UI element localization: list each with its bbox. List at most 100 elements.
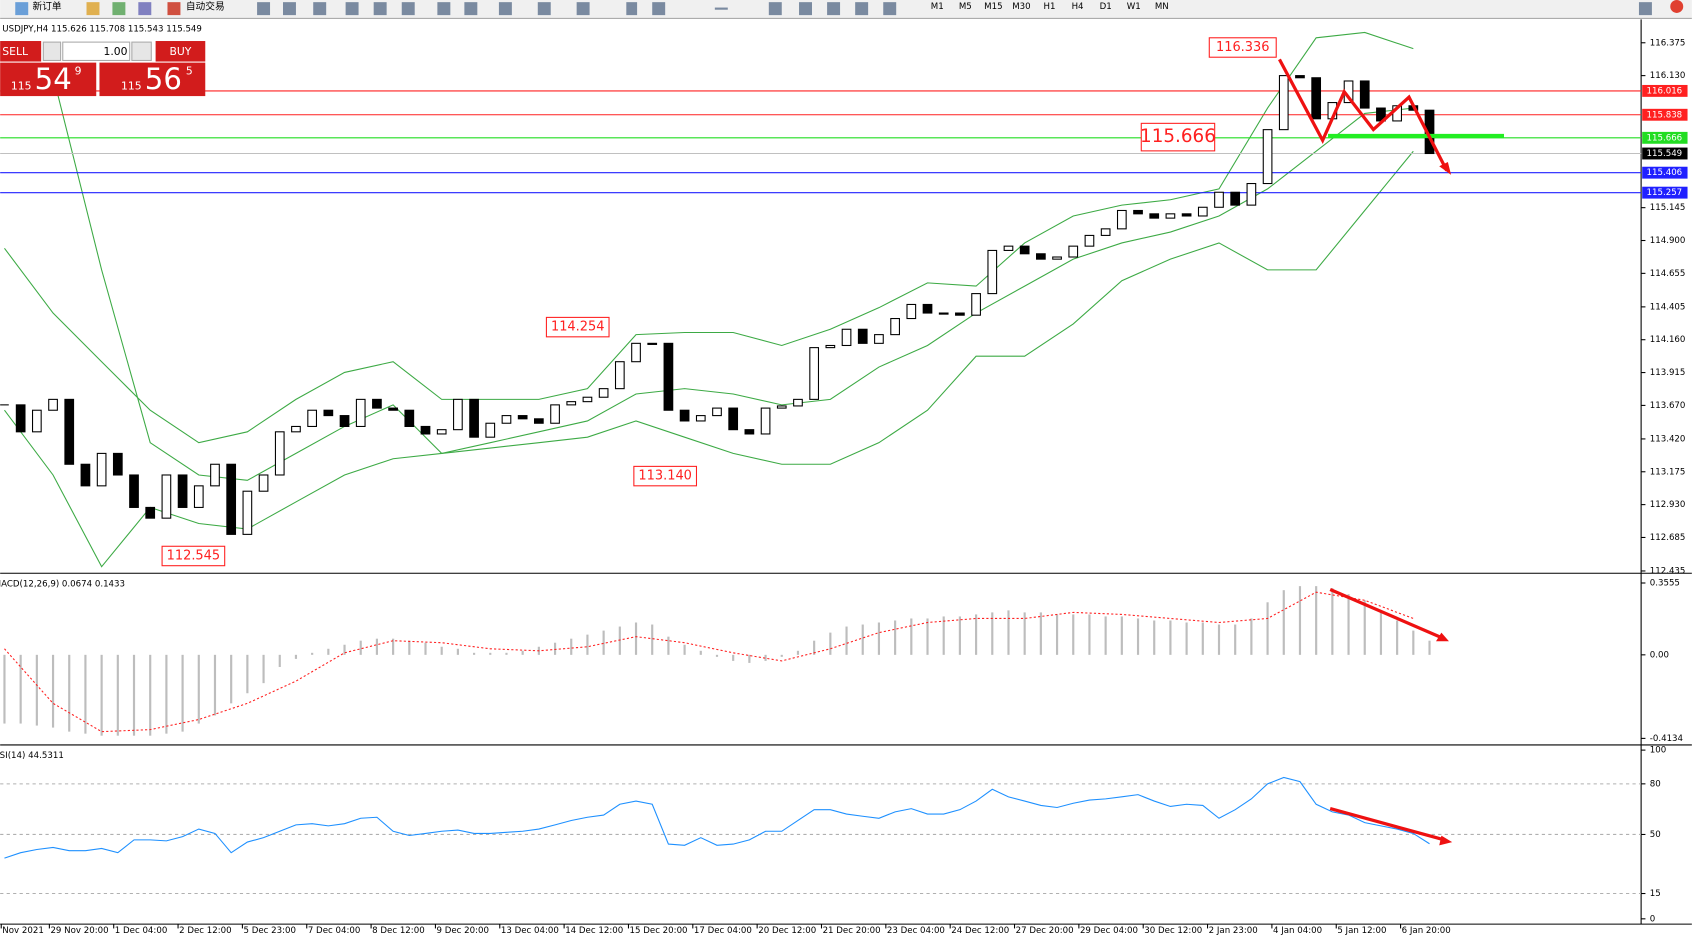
trend-drawing [1278, 58, 1449, 172]
toolbar-icon[interactable] [138, 2, 152, 16]
sell-label[interactable]: SELL [2, 45, 28, 58]
alert-icon[interactable] [1670, 0, 1684, 13]
new-order-icon[interactable] [15, 2, 29, 16]
timeframe-button[interactable]: H4 [1072, 2, 1084, 12]
plot: 116.016 115.838 115.666 115.549 115.406 115.2… [0, 31, 1688, 936]
x-tick-label: 8 Dec 12:00 [372, 926, 425, 936]
x-tick-label: 30 Dec 12:00 [1144, 926, 1202, 936]
price-level-box [1642, 108, 1688, 121]
lot-up[interactable] [131, 41, 152, 61]
macd-bar [278, 654, 281, 667]
tool-icon[interactable] [827, 2, 841, 16]
candle [80, 463, 91, 487]
auto-trading-button[interactable]: 自动交易 [186, 0, 225, 12]
x-tick-label: 5 Dec 23:00 [243, 926, 296, 936]
toolbar-icon[interactable] [112, 2, 126, 16]
macd-bar [570, 638, 573, 655]
timeframe-button[interactable]: M1 [931, 2, 944, 12]
macd-bar [715, 654, 719, 657]
macd-bar [1428, 640, 1431, 655]
macd-bar [748, 654, 751, 663]
price-annotation: 113.140 [638, 469, 692, 484]
tool-icon[interactable] [626, 2, 638, 16]
candle [1084, 234, 1095, 247]
tool-icon[interactable] [768, 2, 782, 16]
timeframe-button[interactable]: W1 [1127, 2, 1141, 12]
macd-bar [1120, 616, 1123, 655]
trade-panel: SELL 1.00 BUY 115 54 9 115 56 5 [0, 41, 206, 97]
tool-icon[interactable] [313, 2, 327, 16]
timeframe-button[interactable]: D1 [1100, 2, 1112, 12]
macd-bar [1039, 612, 1042, 655]
timeframe-button[interactable]: M15 [984, 2, 1002, 12]
y-tick-label: 0.00 [1650, 650, 1669, 660]
macd-bar [1007, 610, 1010, 655]
tool-icon[interactable] [437, 2, 451, 16]
macd-bar [1396, 620, 1399, 655]
y-tick-label: 15 [1650, 889, 1661, 899]
candle [161, 474, 172, 519]
candle [874, 334, 884, 344]
new-order-button[interactable]: 新订单 [33, 0, 62, 12]
macd-bar [327, 648, 330, 655]
lot-value[interactable]: 1.00 [104, 45, 128, 58]
macd-bar [132, 654, 136, 736]
timeframe-button[interactable]: M30 [1012, 2, 1030, 12]
buy-label[interactable]: BUY [169, 45, 191, 58]
tool-icon[interactable] [537, 2, 551, 16]
x-tick-label: 2 Dec 12:00 [179, 926, 232, 936]
price-level-box [1642, 186, 1688, 199]
tool-icon[interactable] [373, 2, 387, 16]
candle [695, 415, 706, 422]
arrow-head [1439, 161, 1452, 175]
tool-icon[interactable] [799, 2, 812, 16]
macd-bar [1104, 616, 1107, 655]
x-tick-label: 17 Dec 04:00 [694, 926, 752, 936]
x-tick-label: 6 Jan 20:00 [1402, 926, 1451, 936]
tool-icon[interactable] [464, 2, 478, 16]
tool-icon[interactable] [345, 2, 359, 16]
tool-icon[interactable] [652, 2, 666, 16]
macd-bar [1169, 620, 1172, 655]
candle [469, 398, 479, 438]
candle [857, 328, 868, 344]
y-tick-label: 112.685 [1650, 533, 1686, 543]
sell-button[interactable] [0, 41, 42, 62]
tool-icon[interactable] [257, 2, 271, 16]
tool-icon[interactable] [855, 2, 869, 16]
candle [453, 398, 463, 431]
timeframe-bar: M1 M5 M15 M30 H1 H4 D1 W1 MN [931, 2, 1169, 12]
tool-icon[interactable] [282, 2, 296, 16]
auto-trading-icon[interactable] [167, 2, 181, 16]
lot-input[interactable] [62, 41, 131, 61]
timeframe-button[interactable]: MN [1155, 2, 1169, 12]
candle [631, 342, 641, 363]
x-tick-label: 9 Dec 20:00 [437, 926, 490, 936]
y-tick-label: 113.175 [1650, 467, 1686, 477]
timeframe-button[interactable]: H1 [1044, 2, 1056, 12]
tool-icon[interactable] [883, 2, 897, 16]
arrow-head [1439, 835, 1453, 846]
tool-icon[interactable] [714, 7, 728, 10]
x-tick-label: 21 Dec 20:00 [823, 926, 881, 936]
buy-button[interactable] [155, 41, 206, 62]
timeframe-button[interactable]: M5 [959, 2, 972, 12]
macd-bar [100, 654, 103, 736]
macd-bar [1055, 614, 1059, 655]
price-annotation: 115.666 [1140, 126, 1216, 147]
buy-price-box[interactable] [99, 62, 206, 97]
toolbar-icon[interactable] [86, 2, 100, 16]
candle [177, 474, 188, 508]
candle [663, 342, 674, 411]
candle [64, 398, 75, 465]
tool-icon[interactable] [576, 2, 590, 16]
price-level-box [1642, 147, 1688, 160]
tool-icon[interactable] [1638, 2, 1652, 16]
tool-icon[interactable] [498, 2, 512, 16]
tool-icon[interactable] [401, 2, 415, 16]
lot-down[interactable] [42, 41, 62, 61]
candle [258, 474, 269, 492]
x-tick-label: 20 Dec 12:00 [758, 926, 816, 936]
candle [1214, 191, 1224, 208]
sell-price-box[interactable] [0, 62, 97, 97]
